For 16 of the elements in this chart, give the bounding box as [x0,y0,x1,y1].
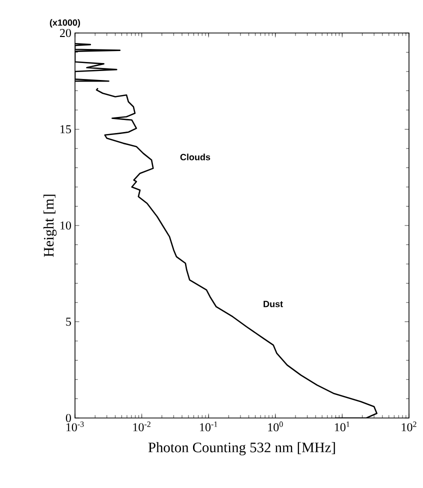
x-tick-label: 10$^{2}$ [402,422,416,432]
x-axis-title: Photon Counting 532 nm [MHz] [148,442,335,456]
y-axis-title: Height [m] [44,194,57,257]
y-tick-label: 5 [66,318,71,326]
x-tick-label: 10$^{1}$ [334,422,350,432]
y-tick-label: 15 [60,125,71,134]
annotation: Clouds [180,154,210,160]
x-tick-label: 10$^{-3}$ [66,422,84,432]
text: (x1000) [50,19,80,28]
x-tick-label: 10$^{-1}$ [200,422,218,432]
x-tick-label: 10$^{-2}$ [133,422,150,432]
x-tick-label: 10$^{0}$ [268,422,283,432]
y-tick-label: 20 [60,28,71,38]
y-tick-label: 0 [66,414,71,422]
y-tick-label: 10 [60,221,71,230]
annotation: Dust [264,300,283,308]
